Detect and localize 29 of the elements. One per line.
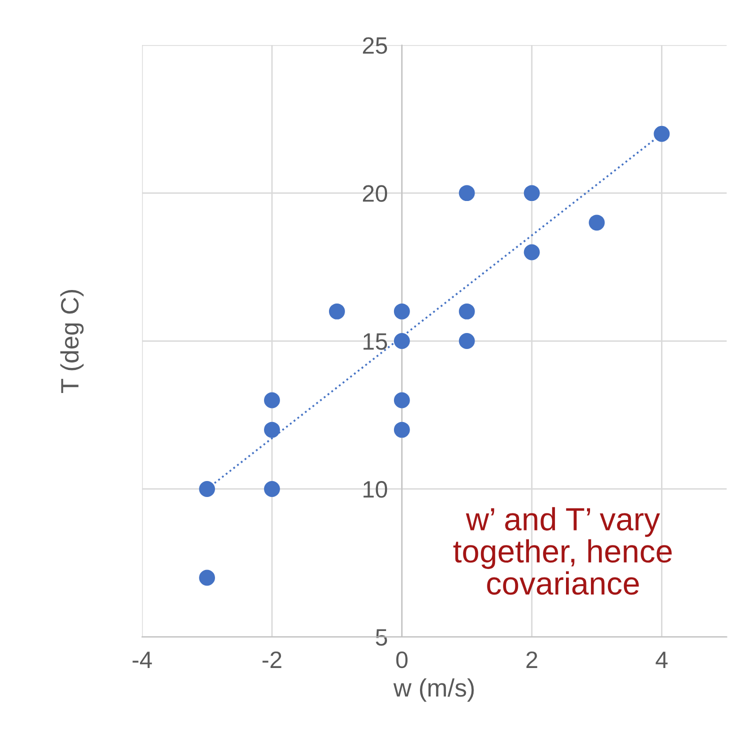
- x-tick-label: 4: [656, 652, 668, 668]
- point: [394, 333, 410, 350]
- x-tick-label: -4: [132, 652, 152, 668]
- y-axis-title: T (deg C): [60, 290, 84, 394]
- y-tick-label: 20: [362, 185, 388, 202]
- point: [328, 303, 345, 320]
- point: [524, 185, 540, 202]
- point: [654, 126, 670, 142]
- point: [264, 422, 280, 438]
- y-tick-label: 25: [362, 37, 388, 54]
- point: [458, 303, 475, 320]
- point: [264, 392, 280, 408]
- point: [394, 422, 410, 438]
- point: [458, 333, 475, 350]
- point: [264, 481, 280, 497]
- point: [458, 185, 475, 202]
- y-tick-label: 10: [364, 481, 388, 498]
- y-tick-label: 15: [364, 333, 388, 350]
- point: [199, 570, 216, 586]
- x-tick-label: 0: [396, 651, 408, 668]
- x-tick-label: -2: [262, 651, 282, 668]
- x-axis-title: w (m/s): [393, 678, 474, 702]
- point: [394, 392, 410, 408]
- point: [524, 244, 540, 260]
- annotation: w’ and T’ vary together, hence covariance: [453, 507, 672, 595]
- point: [394, 303, 410, 320]
- point: [588, 214, 605, 231]
- point: [199, 481, 216, 497]
- x-tick-label: 2: [526, 651, 538, 668]
